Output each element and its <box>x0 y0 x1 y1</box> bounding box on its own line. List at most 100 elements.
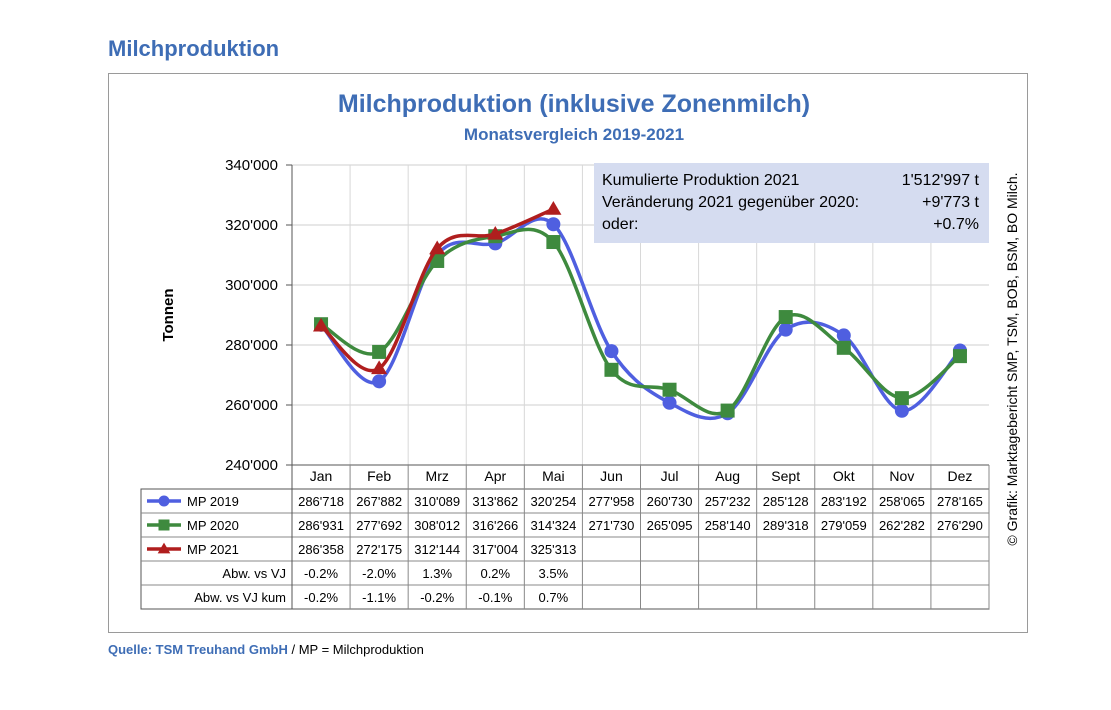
table-cell-value: 308'012 <box>414 518 460 533</box>
chart-subtitle: Monatsvergleich 2019-2021 <box>464 125 684 144</box>
table-cell-value: 285'128 <box>763 494 809 509</box>
info-box-value: 1'512'997 t <box>902 172 980 189</box>
table-cell-value: 289'318 <box>763 518 809 533</box>
data-point <box>545 201 562 215</box>
info-box-value: +9'773 t <box>922 194 979 211</box>
x-tick-label: Apr <box>484 468 506 484</box>
y-tick-label: 300'000 <box>225 277 278 294</box>
x-tick-label: Jun <box>600 468 623 484</box>
data-point <box>662 382 677 397</box>
legend-label: MP 2021 <box>187 542 239 557</box>
data-point <box>778 310 793 325</box>
table-cell-value: -0.2% <box>420 590 454 605</box>
x-tick-label: Okt <box>833 468 855 484</box>
x-tick-label: Feb <box>367 468 391 484</box>
x-tick-label: Dez <box>948 468 973 484</box>
data-point <box>604 362 619 377</box>
info-box-label: oder: <box>602 216 638 233</box>
y-tick-label: 280'000 <box>225 337 278 354</box>
data-point <box>429 240 446 255</box>
x-tick-label: Aug <box>715 468 740 484</box>
y-axis-label: Tonnen <box>160 288 177 341</box>
table-cell-value: 260'730 <box>647 494 693 509</box>
data-point <box>430 253 445 268</box>
credit-text: © Grafik: Marktagebericht SMP, TSM, BOB,… <box>1004 172 1020 545</box>
data-point <box>371 360 388 375</box>
table-cell-value: -1.1% <box>362 590 396 605</box>
source-label: Quelle: TSM Treuhand GmbH <box>108 642 288 657</box>
x-tick-label: Jan <box>310 468 333 484</box>
table-cell-value: 277'692 <box>356 518 402 533</box>
table-cell-value: 286'358 <box>298 542 344 557</box>
info-box-value: +0.7% <box>933 216 979 233</box>
data-point <box>372 374 387 389</box>
table-cell-value: 276'290 <box>937 518 983 533</box>
table-cell-value: 325'313 <box>530 542 576 557</box>
data-point <box>662 395 677 410</box>
data-point <box>836 340 851 355</box>
legend-marker <box>158 495 170 507</box>
table-cell-value: 279'059 <box>821 518 867 533</box>
table-cell-value: 0.2% <box>480 566 510 581</box>
table-cell-value: 310'089 <box>414 494 460 509</box>
y-tick-label: 240'000 <box>225 457 278 474</box>
table-cell-value: 257'232 <box>705 494 751 509</box>
chart-frame: Milchproduktion (inklusive Zonenmilch) Mo… <box>108 73 1028 633</box>
info-box-label: Veränderung 2021 gegenüber 2020: <box>602 194 859 211</box>
table-cell-value: -0.2% <box>304 566 338 581</box>
series-line-mp-2019 <box>319 217 962 421</box>
source-line: Quelle: TSM Treuhand GmbH / MP = Milchpr… <box>108 642 424 657</box>
table-cell-value: 267'882 <box>356 494 402 509</box>
table-cell-value: 265'095 <box>647 518 693 533</box>
chart-title: Milchproduktion (inklusive Zonenmilch) <box>338 90 810 118</box>
legend-marker <box>158 519 170 531</box>
table-cell-value: -0.2% <box>304 590 338 605</box>
info-box <box>594 163 989 243</box>
data-point <box>604 344 619 359</box>
data-point <box>952 349 967 364</box>
table-cell-value: -0.1% <box>478 590 512 605</box>
data-point <box>546 217 561 232</box>
table-row-label: Abw. vs VJ <box>222 566 286 581</box>
table-cell-value: 0.7% <box>539 590 569 605</box>
table-cell-value: 278'165 <box>937 494 983 509</box>
x-tick-label: Sept <box>771 468 800 484</box>
table-cell-value: 258'065 <box>879 494 925 509</box>
legend-marker <box>157 542 171 554</box>
table-cell-value: 262'282 <box>879 518 925 533</box>
x-tick-label: Jul <box>661 468 679 484</box>
data-point <box>372 344 387 359</box>
table-cell-value: 286'718 <box>298 494 344 509</box>
legend-label: MP 2019 <box>187 494 239 509</box>
table-cell-value: 272'175 <box>356 542 402 557</box>
data-point <box>778 322 793 337</box>
source-note: / MP = Milchproduktion <box>287 642 424 657</box>
table-cell-value: 313'862 <box>472 494 518 509</box>
x-tick-label: Nov <box>889 468 914 484</box>
table-cell-value: 283'192 <box>821 494 867 509</box>
table-cell-value: 314'324 <box>530 518 576 533</box>
table-cell-value: 277'958 <box>589 494 635 509</box>
table-cell-value: 320'254 <box>530 494 576 509</box>
table-row-label: Abw. vs VJ kum <box>194 590 286 605</box>
chart-svg: Milchproduktion (inklusive Zonenmilch) Mo… <box>140 90 1020 610</box>
data-point <box>487 225 504 240</box>
table-cell-value: 3.5% <box>539 566 569 581</box>
data-point <box>720 403 735 418</box>
x-tick-label: Mrz <box>426 468 449 484</box>
data-point <box>894 391 909 406</box>
table-cell-value: 271'730 <box>589 518 635 533</box>
y-tick-label: 260'000 <box>225 397 278 414</box>
page-heading: Milchproduktion <box>108 36 280 61</box>
table-cell-value: 258'140 <box>705 518 751 533</box>
data-point <box>546 235 561 250</box>
table-cell-value: 317'004 <box>472 542 518 557</box>
series-line-mp-2021 <box>319 207 555 373</box>
legend-label: MP 2020 <box>187 518 239 533</box>
data-point <box>836 328 851 343</box>
table-cell-value: 316'266 <box>472 518 518 533</box>
table-cell-value: 286'931 <box>298 518 344 533</box>
table-cell-value: -2.0% <box>362 566 396 581</box>
data-point <box>312 317 330 332</box>
y-tick-label: 320'000 <box>225 217 278 234</box>
